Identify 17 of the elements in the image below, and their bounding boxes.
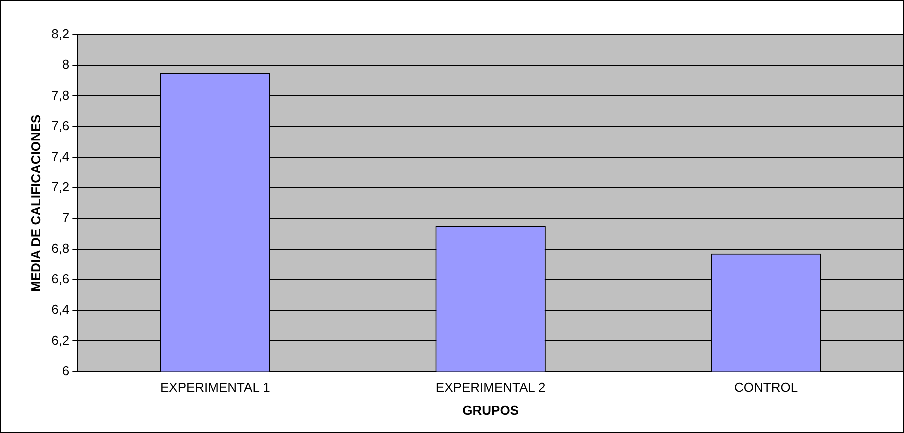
- y-tick-label: 6,8: [52, 240, 70, 256]
- x-axis-title: GRUPOS: [462, 402, 520, 418]
- x-tick-label: EXPERIMENTAL 1: [160, 380, 270, 396]
- x-tick-label: CONTROL: [734, 380, 798, 396]
- y-tick-label: 7: [62, 210, 70, 226]
- y-axis-title: MEDIA DE CALIFICACIONES: [28, 114, 44, 292]
- y-tick-label: 7,8: [52, 88, 70, 103]
- y-tick-label: 6,4: [52, 302, 70, 318]
- y-tick-label: 6,6: [52, 272, 70, 287]
- x-tick-label: EXPERIMENTAL 2: [436, 380, 546, 396]
- y-tick-label: 8,2: [52, 26, 70, 42]
- y-tick-label: 7,2: [52, 180, 70, 195]
- y-tick-label: 7,4: [52, 149, 70, 164]
- y-tick-label: 6,2: [52, 332, 70, 348]
- y-tick-label: 7,6: [52, 118, 70, 134]
- y-tick-label: 8: [62, 57, 70, 72]
- y-tick-label: 6: [62, 363, 70, 378]
